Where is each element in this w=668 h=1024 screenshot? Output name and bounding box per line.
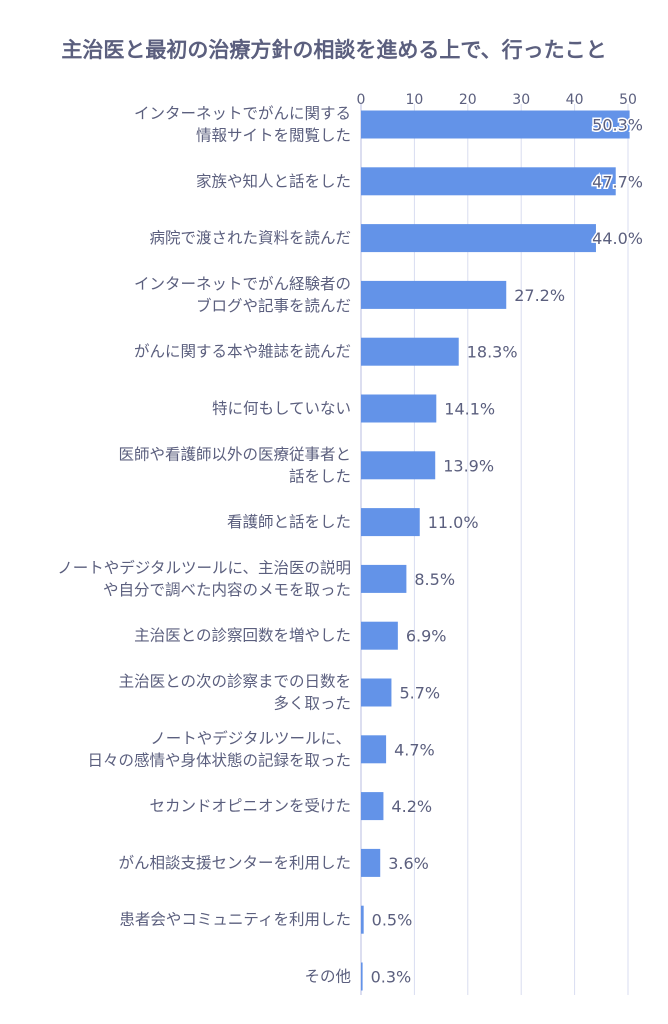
- category-label: セカンドオピニオンを受けた: [149, 797, 351, 815]
- category-label: ブログや記事を読んだ: [196, 296, 351, 315]
- bar: [361, 167, 616, 196]
- value-label: 14.1%: [444, 400, 495, 419]
- bar: [361, 735, 387, 764]
- category-label: 主治医との診察回数を増やした: [134, 627, 351, 645]
- value-label: 5.7%: [399, 684, 440, 703]
- value-label: 0.3%: [371, 968, 412, 987]
- value-label: 4.2%: [391, 797, 432, 816]
- x-tick-label: 20: [459, 92, 477, 108]
- category-label: がんに関する本や雑誌を読んだ: [134, 343, 351, 361]
- category-label: ノートやデジタルツールに、主治医の説明: [57, 558, 351, 577]
- x-tick-label: 0: [357, 92, 366, 108]
- value-label: 3.6%: [388, 854, 429, 873]
- category-label: 主治医との次の診察までの日数を: [119, 673, 351, 691]
- x-tick-label: 10: [405, 92, 423, 108]
- category-label: 病院で渡された資料を読んだ: [149, 228, 351, 247]
- category-label: 患者会やコミュニティを利用した: [119, 911, 351, 929]
- category-label: がん相談支援センターを利用した: [118, 854, 351, 872]
- bar: [361, 394, 437, 423]
- value-label: 27.2%: [514, 286, 565, 305]
- category-label: 家族や知人と話をした: [196, 172, 351, 190]
- bar: [361, 280, 507, 309]
- bar: [361, 564, 407, 593]
- category-label: インターネットでがんに関する: [134, 105, 351, 123]
- value-label: 8.5%: [414, 570, 455, 589]
- bar: [361, 792, 384, 821]
- category-label: 医師や看護師以外の医療従事者と: [118, 445, 351, 463]
- category-label: ノートやデジタルツールに、: [150, 728, 351, 747]
- bar: [361, 110, 630, 139]
- value-label: 18.3%: [467, 343, 518, 362]
- category-label: 特に何もしていない: [212, 400, 351, 418]
- bar: [361, 224, 596, 253]
- category-label: や自分で調べた内容のメモを取った: [103, 581, 351, 599]
- bar: [361, 962, 363, 991]
- value-label: 44.0%: [592, 229, 643, 248]
- category-label: インターネットでがん経験者の: [134, 275, 351, 293]
- value-label: 6.9%: [406, 627, 447, 646]
- category-label: 情報サイトを閲覧した: [196, 127, 351, 145]
- bar: [361, 848, 381, 877]
- bar: [361, 678, 392, 707]
- x-tick-label: 40: [566, 92, 584, 108]
- category-label: 看護師と話をした: [227, 513, 351, 531]
- category-label: 話をした: [289, 467, 351, 485]
- x-tick-label: 50: [619, 92, 637, 108]
- value-label: 11.0%: [428, 513, 479, 532]
- chart-title: 主治医と最初の治療方針の相談を進める上で、行ったこと: [61, 38, 607, 62]
- bar: [361, 508, 420, 537]
- x-tick-label: 30: [512, 92, 530, 108]
- bar: [361, 337, 459, 366]
- bar: [361, 451, 436, 480]
- category-label: 多く取った: [273, 695, 351, 713]
- category-label: 日々の感情や身体状態の記録を取った: [87, 751, 351, 769]
- value-label: 47.7%: [592, 172, 643, 191]
- value-label: 4.7%: [394, 740, 435, 759]
- value-label: 50.3%: [592, 116, 643, 135]
- bar: [361, 621, 398, 650]
- bar: [361, 905, 364, 934]
- value-label: 0.5%: [372, 911, 413, 930]
- category-label: その他: [304, 968, 351, 986]
- value-label: 13.9%: [443, 456, 494, 475]
